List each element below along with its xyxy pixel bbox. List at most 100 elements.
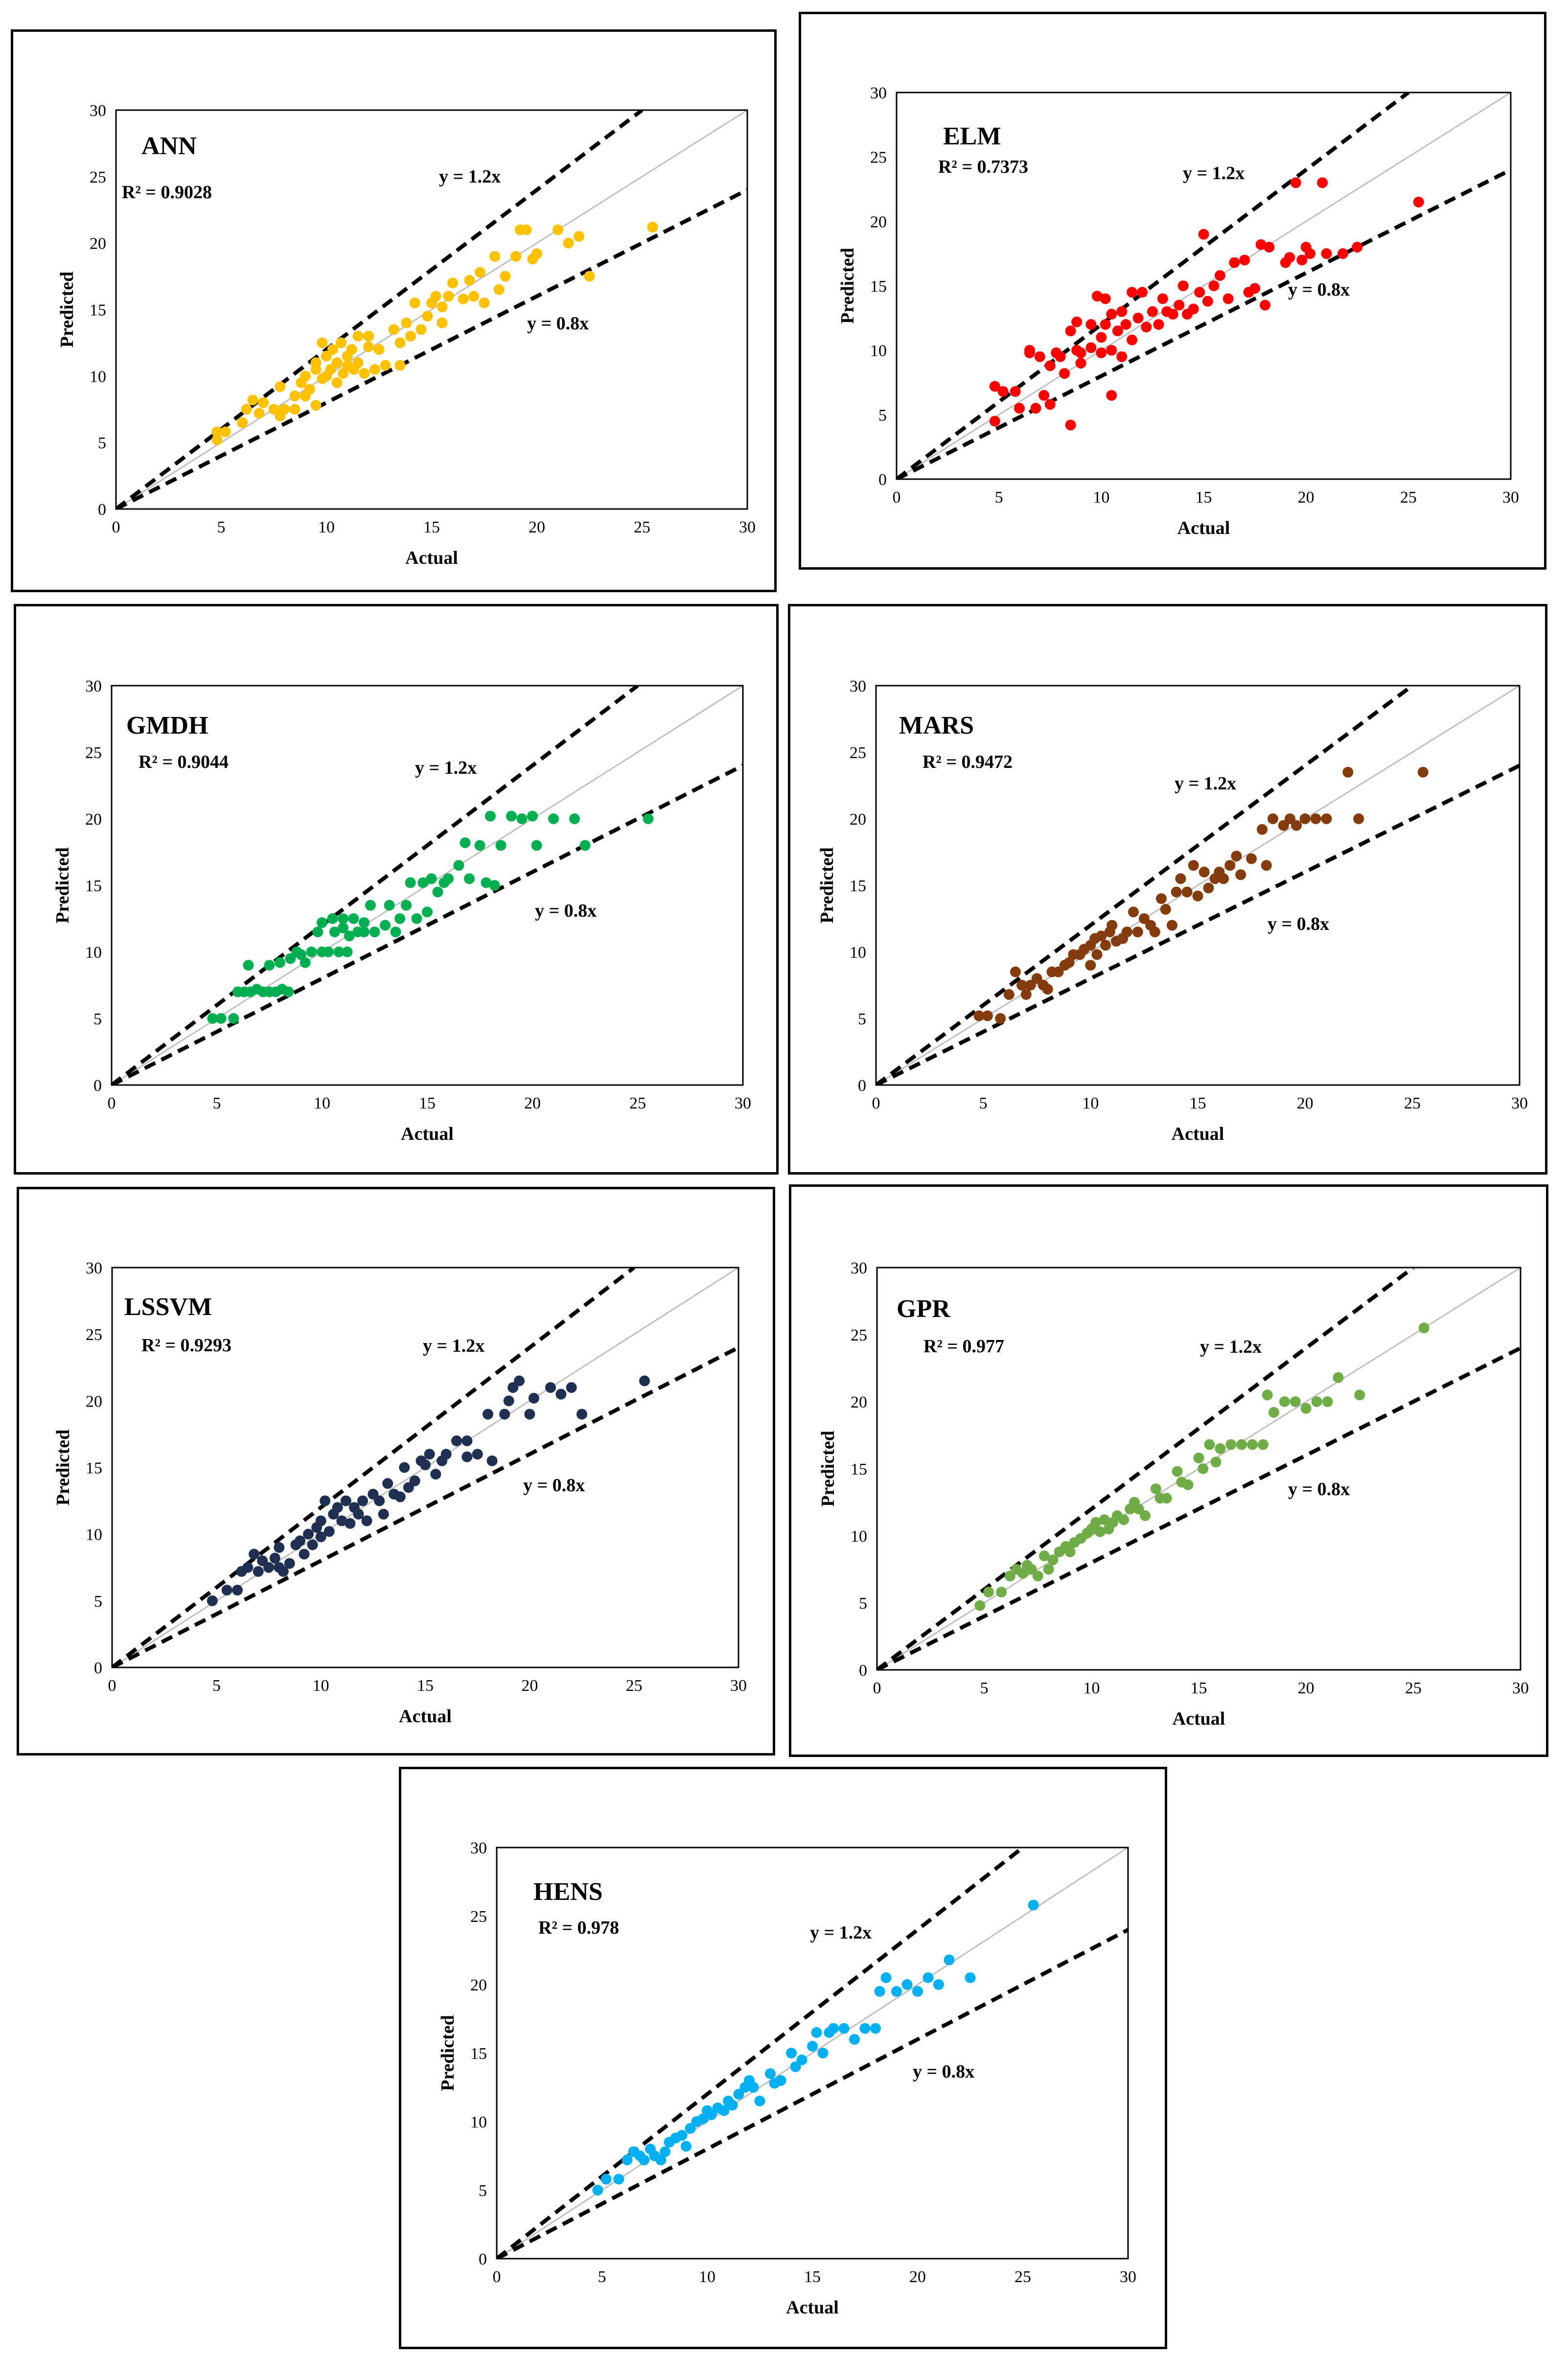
y-tick-label: 0 xyxy=(94,1659,102,1677)
data-point xyxy=(249,1548,260,1560)
data-point xyxy=(1038,1550,1050,1562)
y-tick-label: 30 xyxy=(86,1259,102,1277)
data-point xyxy=(838,2023,850,2034)
data-point xyxy=(514,1375,525,1386)
data-point xyxy=(1147,306,1158,317)
y-tick-label: 0 xyxy=(878,471,887,489)
data-point xyxy=(468,291,479,302)
data-point xyxy=(299,1548,310,1560)
data-point xyxy=(479,297,490,308)
data-point xyxy=(1116,351,1128,362)
data-point xyxy=(310,357,322,369)
data-point xyxy=(380,360,391,371)
data-point xyxy=(1278,820,1289,831)
x-tick-label: 30 xyxy=(1512,1679,1529,1697)
data-point xyxy=(685,2123,696,2134)
data-point xyxy=(1284,252,1295,263)
data-point xyxy=(1235,869,1246,880)
x-tick-label: 15 xyxy=(423,518,440,536)
data-point xyxy=(1198,229,1209,240)
data-point xyxy=(545,1382,556,1393)
panel-gmdh: 0 0 5 5 10 10 15 15 20 20 25 25 30 30 Actual Predicted G… xyxy=(14,604,779,1175)
data-point xyxy=(426,873,437,884)
data-point xyxy=(1106,345,1117,356)
x-tick-label: 25 xyxy=(1400,488,1417,507)
data-point xyxy=(323,1526,335,1537)
y-tick-label: 5 xyxy=(93,1010,102,1028)
data-point xyxy=(1218,873,1229,884)
data-point xyxy=(340,1495,351,1506)
x-tick-label: 15 xyxy=(804,2268,821,2286)
r-squared-label: R² = 0.9472 xyxy=(922,752,1013,772)
x-axis-label: Actual xyxy=(401,1124,454,1144)
data-point xyxy=(394,337,406,348)
data-point xyxy=(1204,1439,1215,1450)
data-point xyxy=(997,386,1009,397)
x-tick-label: 25 xyxy=(634,518,650,536)
data-point xyxy=(807,2041,818,2052)
data-point xyxy=(357,1495,368,1506)
data-point xyxy=(274,1542,285,1553)
x-tick-label: 20 xyxy=(524,1094,541,1112)
y-tick-label: 15 xyxy=(470,2045,487,2063)
data-point xyxy=(1085,319,1097,330)
data-point xyxy=(765,2068,776,2079)
data-point xyxy=(1417,766,1429,778)
upper-bound-line xyxy=(876,686,1414,1085)
r-squared-label: R² = 0.7373 xyxy=(938,157,1028,177)
y-tick-label: 20 xyxy=(90,235,106,253)
data-point xyxy=(1100,319,1111,330)
data-point xyxy=(1193,1453,1204,1464)
data-point xyxy=(1063,957,1075,968)
r-squared-label: R² = 0.977 xyxy=(923,1336,1004,1357)
data-point xyxy=(1353,813,1364,824)
data-point xyxy=(639,1375,650,1386)
y-tick-label: 15 xyxy=(851,1460,867,1479)
data-point xyxy=(243,960,254,971)
data-point xyxy=(1038,390,1050,401)
data-point xyxy=(1290,1396,1301,1407)
y-tick-label: 25 xyxy=(851,1326,867,1344)
data-point xyxy=(1284,813,1295,824)
x-tick-label: 20 xyxy=(1298,1679,1314,1697)
data-point xyxy=(592,2185,603,2195)
data-point xyxy=(510,251,521,262)
data-point xyxy=(1337,248,1348,259)
data-point xyxy=(1290,177,1301,188)
data-point xyxy=(378,1508,389,1520)
data-point xyxy=(681,2141,692,2152)
upper-bound-line xyxy=(112,686,639,1085)
data-point xyxy=(727,2100,738,2111)
data-point xyxy=(1044,360,1056,371)
y-tick-label: 5 xyxy=(878,406,887,424)
data-point xyxy=(1096,347,1107,358)
data-point xyxy=(1085,342,1097,353)
x-tick-label: 10 xyxy=(1082,1094,1099,1112)
y-tick-label: 20 xyxy=(86,1392,102,1410)
data-point xyxy=(399,1462,410,1473)
data-point xyxy=(1055,351,1066,362)
data-point xyxy=(912,1986,923,1997)
data-point xyxy=(300,957,311,968)
lower-bound-line xyxy=(876,763,1520,1085)
data-point xyxy=(1311,1396,1322,1407)
scatter-chart-gmdh: 00 5 5 10 10 15 15 20 20 25 25 30 30 Actual Predicted G… xyxy=(52,677,751,1144)
plot-frame xyxy=(496,1847,1129,2260)
data-point xyxy=(365,900,376,911)
data-point xyxy=(432,886,443,898)
data-point xyxy=(338,368,349,379)
x-tick-label: 10 xyxy=(1083,1679,1100,1697)
y-tick-label: 15 xyxy=(850,877,866,895)
data-point xyxy=(563,237,574,249)
data-point xyxy=(1175,873,1186,884)
x-tick-label: 30 xyxy=(1511,1094,1528,1112)
data-point xyxy=(1153,319,1164,330)
data-point xyxy=(474,840,485,851)
data-point xyxy=(566,1382,577,1393)
lower-line-label: y = 0.8x xyxy=(535,901,597,921)
data-point xyxy=(430,291,441,302)
data-point xyxy=(306,947,317,957)
data-point xyxy=(811,2027,822,2038)
data-point xyxy=(237,417,248,428)
x-tick-label: 0 xyxy=(108,1094,116,1112)
